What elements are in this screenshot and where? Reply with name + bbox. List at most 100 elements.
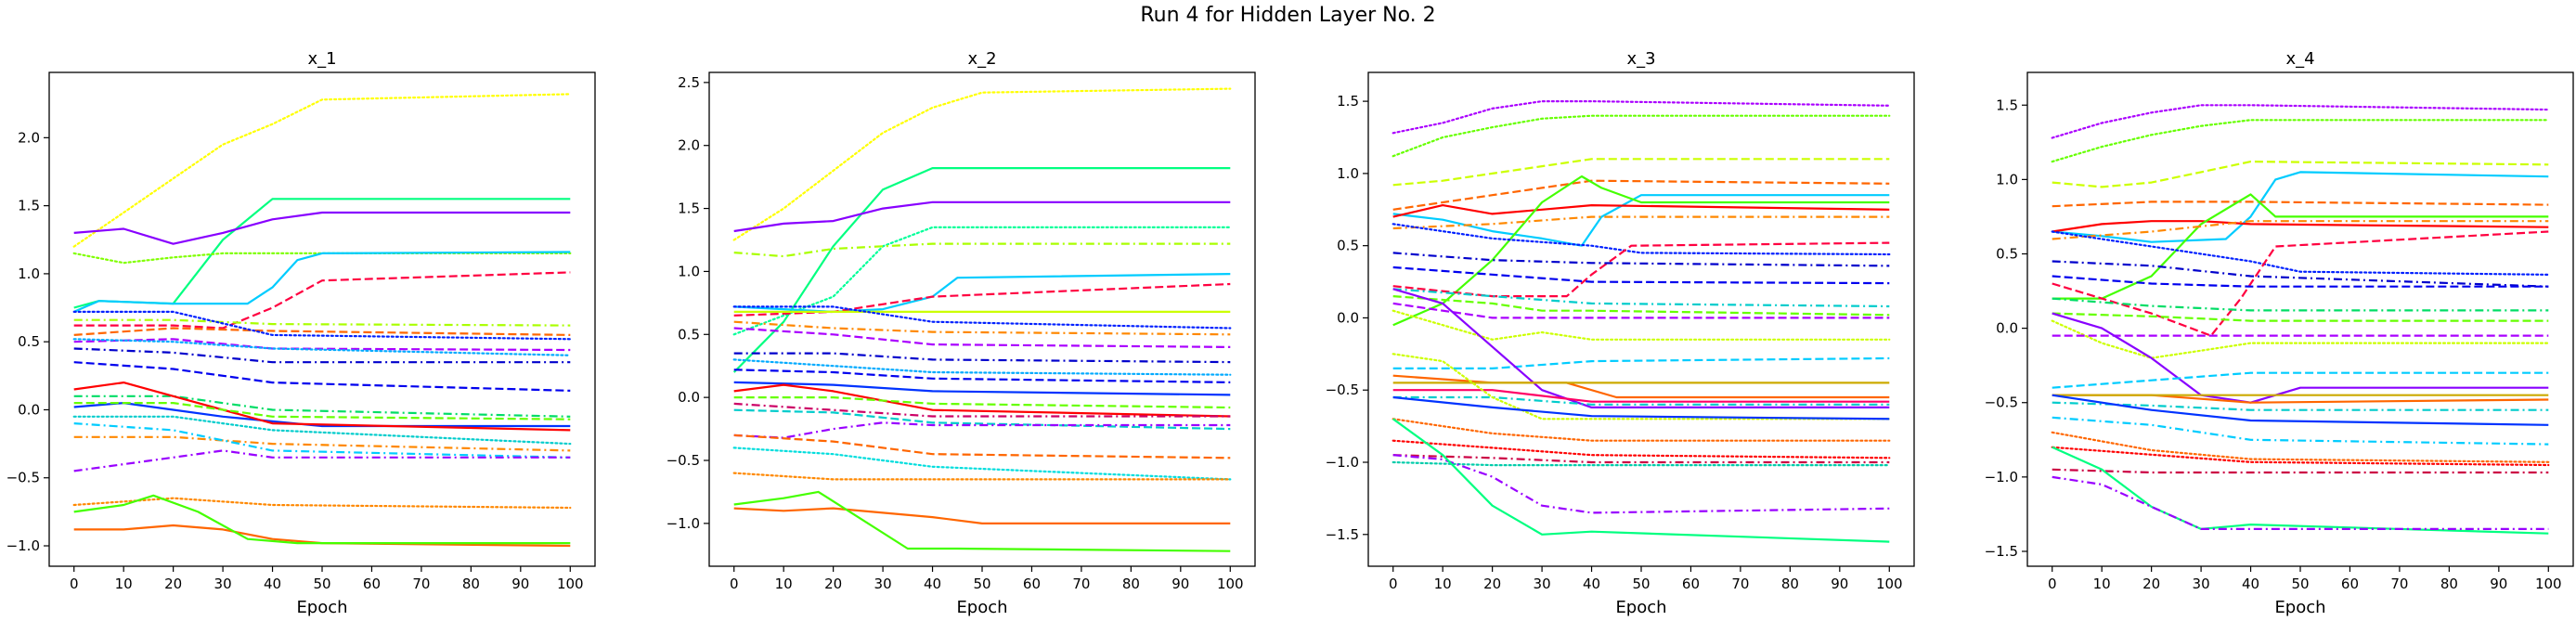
series-line [2052,220,2549,240]
x-tick-label: 80 [1122,576,1140,592]
chart-title: x_3 [1626,49,1655,69]
series-line [1392,395,1890,420]
chart-panel-1: 0 10 20 30 40 50 60 70 80 90 100 −1.0 −0.5 0.0 0.5 1.0 1… [6,49,596,617]
x-tick-label: 100 [1876,576,1903,592]
y-tick-label: −0.5 [6,470,40,486]
series-line [2052,468,2549,474]
series-line [2052,275,2549,288]
series-line [1392,395,1890,406]
series-line [1392,204,1890,218]
series-line [2052,260,2549,288]
series-line [733,369,1231,383]
series-line [733,381,1231,396]
series-line [733,433,1231,459]
series-line [2052,394,2549,404]
y-tick-label: 0.0 [18,401,40,418]
plot-frame [708,71,1256,567]
figure-title: Run 4 for Hidden Layer No. 2 [1140,4,1436,27]
series-line [733,408,1231,431]
series-line [73,347,571,364]
series-line [2051,104,2550,139]
x-tick-label: 50 [313,576,330,592]
series-line [72,497,572,510]
series-line [73,402,571,420]
x-tick-label: 50 [1632,576,1650,592]
series-line [2052,394,2549,426]
series-line [1392,179,1890,211]
chart-panel-3: 0 10 20 30 40 50 60 70 80 90 100 −1.5 −1.0 −0.5 0.0 0.5… [1326,49,1915,617]
series-line [2051,119,2550,163]
chart-panel-4: 0 10 20 30 40 50 60 70 80 90 100 −1.5 −1.0 −0.5 0.0 0.5… [1985,49,2574,617]
x-tick-label: 20 [824,576,842,592]
series-line [2052,220,2549,233]
x-axis-label: Epoch [2274,598,2325,617]
x-tick-label: 30 [1534,576,1551,592]
plot-frame [2026,71,2574,567]
y-tick-label: 0.5 [1337,238,1359,254]
series-line [1392,265,1890,285]
x-tick-label: 60 [1023,576,1041,592]
series-line [73,494,571,545]
series-line [73,327,571,336]
x-tick-label: 100 [1217,576,1244,592]
series-line [732,358,1232,376]
x-tick-label: 90 [2490,576,2507,592]
x-tick-label: 0 [2048,576,2057,592]
y-tick-label: −0.5 [1326,382,1359,398]
x-tick-label: 100 [557,576,584,592]
series-group [72,93,572,548]
x-tick-label: 30 [2193,576,2210,592]
series-line [1392,295,1890,317]
x-tick-label: 0 [730,576,739,592]
x-tick-label: 90 [1831,576,1848,592]
series-line [732,167,1231,373]
series-line [733,242,1231,258]
x-tick-label: 90 [1171,576,1189,592]
x-tick-label: 30 [214,576,232,592]
series-line [2052,312,2549,404]
x-tick-label: 10 [115,576,133,592]
y-tick-label: 1.5 [18,198,40,214]
series-line [73,382,571,432]
series-line [72,93,572,248]
series-line [1392,223,1891,256]
x-tick-label: 60 [1682,576,1700,592]
series-line [733,201,1231,233]
y-tick-label: −0.5 [667,452,700,469]
series-line [1392,302,1890,319]
series-line [733,383,1231,418]
series-line [72,415,572,446]
y-tick-label: −1.0 [1985,469,2018,485]
series-line [1392,114,1891,158]
y-tick-label: −0.5 [1985,395,2018,411]
series-line [1392,194,1890,247]
series-line [1392,215,1890,230]
x-tick-label: 70 [2390,576,2408,592]
series-line [2052,171,2549,243]
series-line [733,273,1231,313]
series-line [1392,175,1890,327]
x-tick-label: 80 [462,576,480,592]
y-tick-label: 0.0 [1996,320,2018,337]
y-tick-label: 2.0 [678,137,700,154]
series-line [733,421,1231,439]
series-line [733,402,1231,418]
x-tick-label: 100 [2535,576,2562,592]
series-line [72,252,572,265]
series-line [732,305,1232,330]
series-line [2052,371,2549,389]
x-tick-label: 20 [2142,576,2160,592]
series-line [733,507,1231,524]
series-line [73,271,571,330]
series-line [2052,201,2549,208]
series-line [733,327,1231,348]
series-line [1392,460,1891,467]
chart-title: x_2 [967,49,996,69]
series-line [2052,193,2549,300]
series-line [73,338,571,352]
series-line [73,211,571,245]
series-line [72,338,572,356]
x-tick-label: 10 [1434,576,1452,592]
